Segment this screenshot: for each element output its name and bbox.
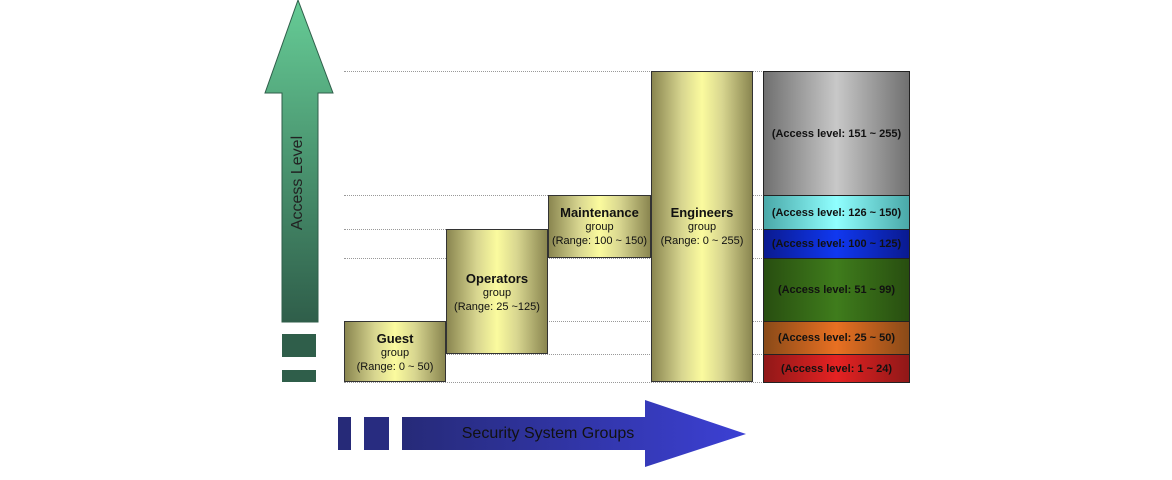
level-126-150: (Access level: 126 ~ 150): [763, 195, 910, 230]
level-151-255: (Access level: 151 ~ 255): [763, 71, 910, 196]
access-level-arrow-icon: [264, 0, 334, 382]
grid-line: [344, 354, 910, 355]
x-axis-label: Security System Groups: [461, 425, 635, 442]
group-operators: Operators group (Range: 25 ~125): [446, 229, 548, 354]
y-axis-label: Access Level: [289, 135, 306, 231]
group-sub: group: [380, 347, 410, 359]
groups-arrow-icon: [338, 400, 746, 467]
group-guest: Guest group (Range: 0 ~ 50): [344, 321, 446, 382]
group-range: (Range: 0 ~ 50): [356, 361, 434, 373]
group-name: Engineers: [670, 205, 734, 220]
level-1-24: (Access level: 1 ~ 24): [763, 354, 910, 383]
grid-line: [344, 71, 910, 72]
group-sub: group: [482, 287, 512, 299]
grid-line: [344, 258, 910, 259]
level-100-125: (Access level: 100 ~ 125): [763, 229, 910, 259]
group-engineers: Engineers group (Range: 0 ~ 255): [651, 71, 753, 382]
group-range: (Range: 25 ~125): [454, 301, 540, 313]
group-sub: group: [687, 221, 717, 233]
group-name: Maintenance: [560, 205, 639, 220]
level-25-50: (Access level: 25 ~ 50): [763, 321, 910, 355]
group-sub: group: [585, 221, 614, 233]
grid-line: [344, 321, 910, 322]
group-maintenance: Maintenance group (Range: 100 ~ 150): [548, 195, 651, 258]
grid-line: [344, 382, 910, 383]
level-51-99: (Access level: 51 ~ 99): [763, 258, 910, 322]
group-name: Operators: [465, 271, 529, 286]
group-range: (Range: 100 ~ 150): [551, 235, 648, 247]
group-range: (Range: 0 ~ 255): [660, 235, 744, 247]
group-name: Guest: [376, 331, 414, 346]
